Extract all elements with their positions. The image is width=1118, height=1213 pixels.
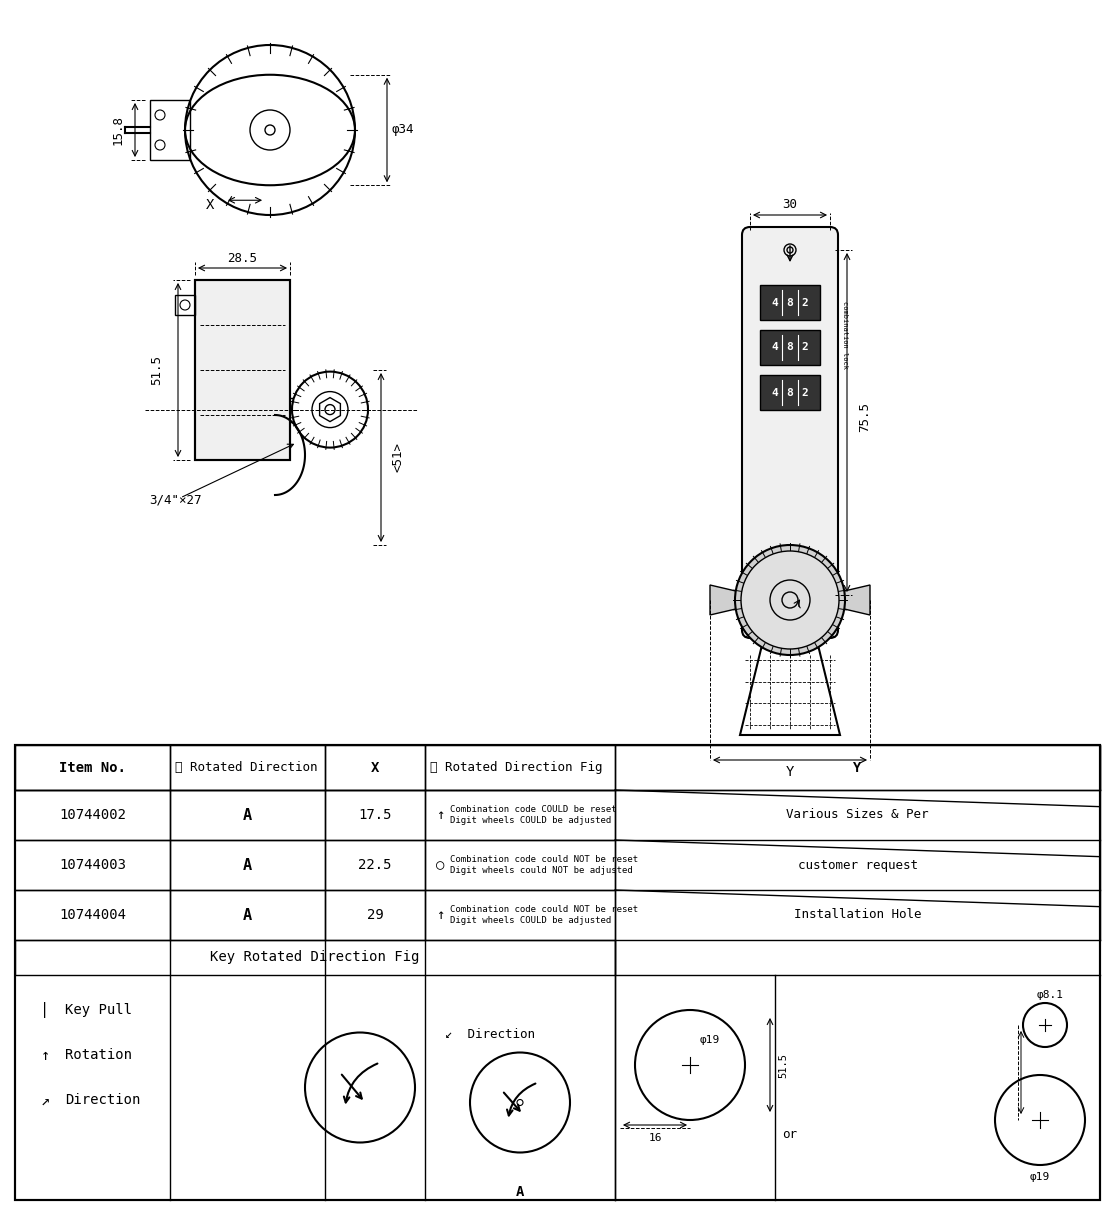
Text: ○: ○ bbox=[436, 858, 444, 872]
Bar bbox=[15, 745, 1100, 1200]
Text: 8: 8 bbox=[787, 342, 794, 353]
Text: X: X bbox=[206, 198, 215, 212]
Bar bbox=[760, 285, 819, 320]
Bar bbox=[15, 745, 1100, 1200]
Text: φ19: φ19 bbox=[1030, 1172, 1050, 1181]
Text: 51.5: 51.5 bbox=[778, 1053, 788, 1077]
Circle shape bbox=[741, 551, 838, 649]
Bar bbox=[176, 295, 195, 315]
Text: 8: 8 bbox=[787, 387, 794, 398]
Text: φ8.1: φ8.1 bbox=[1036, 990, 1063, 1000]
Text: A: A bbox=[515, 1185, 524, 1198]
Text: 10744002: 10744002 bbox=[59, 808, 126, 822]
Text: 51.5: 51.5 bbox=[151, 355, 163, 385]
Text: Y: Y bbox=[786, 765, 794, 779]
Text: Various Sizes & Per: Various Sizes & Per bbox=[786, 809, 929, 821]
Text: Combination code could NOT be reset
Digit wheels COULD be adjusted: Combination code could NOT be reset Digi… bbox=[451, 905, 638, 924]
Circle shape bbox=[784, 244, 796, 256]
Text: 8: 8 bbox=[787, 297, 794, 308]
Text: 10744004: 10744004 bbox=[59, 909, 126, 922]
Text: <51>: <51> bbox=[391, 443, 405, 473]
Text: φ34: φ34 bbox=[391, 124, 415, 137]
Text: ↑: ↑ bbox=[436, 909, 444, 922]
Text: 15.8: 15.8 bbox=[112, 115, 124, 146]
Polygon shape bbox=[840, 585, 870, 615]
FancyBboxPatch shape bbox=[742, 227, 838, 638]
Bar bbox=[15, 745, 1100, 790]
Text: ↙  Direction: ↙ Direction bbox=[445, 1029, 536, 1042]
Text: 16: 16 bbox=[648, 1133, 662, 1143]
Text: 2: 2 bbox=[802, 387, 808, 398]
Text: 3/4"×27: 3/4"×27 bbox=[149, 494, 201, 507]
Text: 30: 30 bbox=[783, 199, 797, 211]
Bar bbox=[760, 375, 819, 410]
Text: A: A bbox=[243, 907, 252, 923]
Bar bbox=[15, 940, 615, 975]
Bar bbox=[150, 99, 190, 160]
Bar bbox=[195, 280, 290, 460]
Text: Rotation: Rotation bbox=[65, 1048, 132, 1063]
Text: Installation Hole: Installation Hole bbox=[794, 909, 921, 922]
Text: or: or bbox=[783, 1128, 797, 1141]
Text: A: A bbox=[243, 808, 252, 822]
Text: Key Pull: Key Pull bbox=[65, 1003, 132, 1016]
Circle shape bbox=[517, 1099, 523, 1105]
Text: 22.5: 22.5 bbox=[358, 858, 391, 872]
Text: Item No.: Item No. bbox=[59, 761, 126, 774]
Text: ↑: ↑ bbox=[40, 1048, 49, 1063]
Text: 2: 2 bbox=[802, 342, 808, 353]
Text: 29: 29 bbox=[367, 909, 383, 922]
Text: 10744003: 10744003 bbox=[59, 858, 126, 872]
Circle shape bbox=[735, 545, 845, 655]
Bar bbox=[195, 280, 290, 460]
Text: |: | bbox=[40, 1002, 49, 1018]
Text: 🔒 Rotated Direction Fig: 🔒 Rotated Direction Fig bbox=[430, 761, 603, 774]
Text: ↗: ↗ bbox=[40, 1093, 49, 1107]
Text: combination lock: combination lock bbox=[842, 301, 847, 369]
Text: Combination code could NOT be reset
Digit wheels could NOT be adjusted: Combination code could NOT be reset Digi… bbox=[451, 855, 638, 875]
Text: A: A bbox=[243, 858, 252, 872]
Text: ↑: ↑ bbox=[436, 808, 444, 822]
Text: 28.5: 28.5 bbox=[227, 251, 257, 264]
Text: Y: Y bbox=[853, 761, 862, 774]
Text: Combination code COULD be reset
Digit wheels COULD be adjusted: Combination code COULD be reset Digit wh… bbox=[451, 805, 617, 825]
Text: customer request: customer request bbox=[797, 859, 918, 871]
Text: 4: 4 bbox=[771, 297, 778, 308]
Text: 17.5: 17.5 bbox=[358, 808, 391, 822]
Text: 2: 2 bbox=[802, 297, 808, 308]
Text: 4: 4 bbox=[771, 342, 778, 353]
Text: Direction: Direction bbox=[65, 1093, 141, 1107]
Bar bbox=[760, 330, 819, 365]
Text: φ19: φ19 bbox=[700, 1035, 720, 1046]
Text: X: X bbox=[371, 761, 379, 774]
Text: 4: 4 bbox=[771, 387, 778, 398]
Text: 🔒 Rotated Direction: 🔒 Rotated Direction bbox=[176, 761, 318, 774]
Text: 75.5: 75.5 bbox=[859, 403, 872, 433]
Text: Key Rotated Direction Fig: Key Rotated Direction Fig bbox=[210, 951, 419, 964]
Polygon shape bbox=[710, 585, 740, 615]
